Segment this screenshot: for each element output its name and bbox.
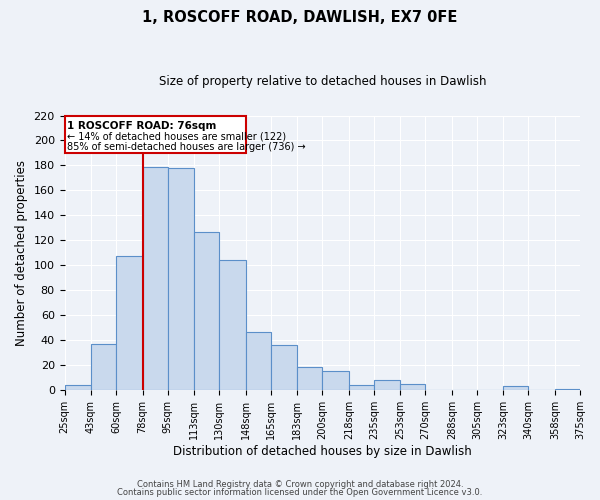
Bar — [143, 166, 167, 390]
Bar — [349, 385, 374, 390]
Bar — [116, 256, 143, 390]
Title: Size of property relative to detached houses in Dawlish: Size of property relative to detached ho… — [158, 75, 486, 88]
Text: Contains public sector information licensed under the Open Government Licence v3: Contains public sector information licen… — [118, 488, 482, 497]
Text: 85% of semi-detached houses are larger (736) →: 85% of semi-detached houses are larger (… — [67, 142, 306, 152]
Bar — [297, 368, 322, 390]
Bar — [245, 332, 271, 390]
Text: Contains HM Land Registry data © Crown copyright and database right 2024.: Contains HM Land Registry data © Crown c… — [137, 480, 463, 489]
Bar — [91, 344, 116, 390]
Bar — [374, 380, 400, 390]
Y-axis label: Number of detached properties: Number of detached properties — [15, 160, 28, 346]
X-axis label: Distribution of detached houses by size in Dawlish: Distribution of detached houses by size … — [173, 444, 472, 458]
Bar — [503, 386, 529, 390]
FancyBboxPatch shape — [65, 116, 245, 153]
Bar — [555, 388, 580, 390]
Bar — [194, 232, 219, 390]
Text: 1 ROSCOFF ROAD: 76sqm: 1 ROSCOFF ROAD: 76sqm — [67, 120, 217, 130]
Bar — [322, 371, 349, 390]
Bar — [167, 168, 194, 390]
Bar — [271, 345, 297, 390]
Bar — [219, 260, 245, 390]
Bar — [400, 384, 425, 390]
Text: 1, ROSCOFF ROAD, DAWLISH, EX7 0FE: 1, ROSCOFF ROAD, DAWLISH, EX7 0FE — [142, 10, 458, 25]
Bar — [65, 385, 91, 390]
Text: ← 14% of detached houses are smaller (122): ← 14% of detached houses are smaller (12… — [67, 131, 287, 141]
